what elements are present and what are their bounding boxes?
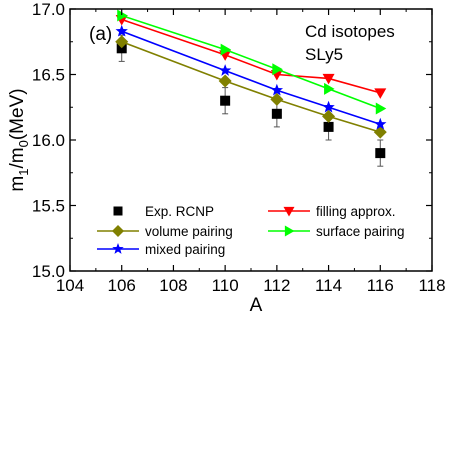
data-point-marker: [116, 43, 127, 54]
data-point-marker: [218, 64, 232, 76]
data-point-marker: [218, 74, 232, 88]
x-tick-label: 108: [159, 276, 187, 295]
data-point-marker: [113, 206, 123, 216]
x-tick-label: 114: [315, 276, 342, 295]
data-point-marker: [271, 108, 282, 119]
data-point-marker: [112, 243, 124, 254]
y-tick-label: 15.5: [32, 197, 65, 216]
legend-item: surface pairing: [268, 224, 405, 239]
data-point-marker: [115, 35, 129, 49]
legend-label: mixed pairing: [145, 242, 225, 257]
data-point-marker: [270, 92, 284, 106]
data-point-marker: [374, 88, 387, 99]
data-point-marker: [284, 225, 295, 237]
legend-item: filling approx.: [268, 204, 396, 219]
x-tick-label: 106: [108, 276, 136, 295]
x-axis-label: A: [250, 295, 263, 316]
x-tick-label: 110: [212, 276, 239, 295]
legend: Exp. RCNP filling approx. volume pairing su…: [97, 204, 405, 257]
ticks-layer: 104 106 108 110 112 114 116 118 15.0 15.5 16.0 16.5…: [32, 0, 446, 295]
y-axis-label: m1/m0(MeV): [7, 88, 31, 191]
x-tick-label: 118: [418, 276, 445, 295]
data-point-marker: [324, 82, 335, 95]
data-point-marker: [220, 43, 232, 56]
annotation-line-2: SLy5: [305, 45, 343, 64]
data-point-marker: [115, 24, 128, 37]
data-point-marker: [270, 83, 284, 96]
y-tick-label: 15.0: [32, 262, 65, 281]
y-tick-label: 16.0: [32, 131, 65, 150]
data-point-marker: [322, 73, 335, 85]
series-volume-pairing: [115, 35, 387, 139]
y-tick-label: 17.0: [32, 0, 65, 19]
legend-label: surface pairing: [316, 224, 405, 239]
legend-label: volume pairing: [145, 224, 233, 239]
data-point-marker: [375, 148, 386, 159]
data-point-marker: [117, 9, 128, 22]
data-point-marker: [112, 225, 124, 237]
legend-item: mixed pairing: [97, 242, 225, 257]
data-point-marker: [374, 117, 387, 130]
y-tick-label: 16.5: [32, 66, 65, 85]
data-point-marker: [220, 95, 231, 106]
data-point-marker: [322, 100, 335, 113]
series-surface-pairing: [117, 9, 387, 115]
panel-label: (a): [89, 24, 112, 45]
data-point-marker: [375, 102, 387, 115]
legend-item: Exp. RCNP: [113, 204, 214, 219]
annotation-line-1: Cd isotopes: [305, 22, 395, 41]
x-tick-label: 116: [367, 276, 394, 295]
data-point-marker: [322, 109, 336, 123]
data-point-marker: [373, 125, 387, 139]
x-tick-label: 112: [263, 276, 290, 295]
series-layer: [115, 9, 387, 167]
series-mixed-pairing: [115, 24, 387, 130]
legend-item: volume pairing: [97, 224, 233, 239]
x-tick-label: 104: [56, 276, 84, 295]
legend-label: Exp. RCNP: [145, 204, 214, 219]
data-point-marker: [283, 206, 295, 217]
data-point-marker: [272, 63, 283, 76]
data-point-marker: [323, 121, 334, 132]
legend-label: filling approx.: [316, 204, 396, 219]
